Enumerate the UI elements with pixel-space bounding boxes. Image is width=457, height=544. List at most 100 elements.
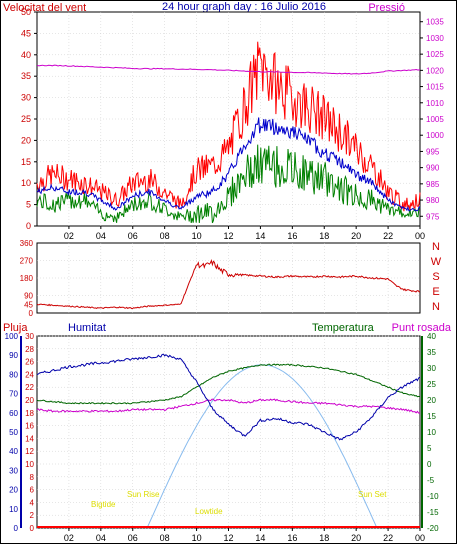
rain-y-tick-label: 4 <box>30 498 35 507</box>
wind-x-tick-label: 04 <box>96 231 106 241</box>
temperature-y-tick-label: -10 <box>427 492 439 501</box>
temperature-y-tick-label: 25 <box>427 380 436 389</box>
wind-x-tick-label: 14 <box>255 231 265 241</box>
humidity-x-tick-label: 10 <box>192 533 202 543</box>
wind-x-tick-label: 06 <box>128 231 138 241</box>
compass-label: S <box>432 271 439 283</box>
dewpoint-label: Punt rosada <box>392 322 452 334</box>
direction-y-tick-label: 45 <box>24 300 33 309</box>
temperature-y-tick-label: 10 <box>427 428 436 437</box>
direction-y-tick-label: 180 <box>20 274 34 283</box>
wind-gust-line <box>36 41 421 212</box>
humidity-label: Humitat <box>68 322 106 334</box>
wind-x-tick-label: 18 <box>319 231 329 241</box>
pressure-y-tick-label: 1005 <box>426 115 444 124</box>
humidity-y-tick-label: 100 <box>5 332 19 341</box>
temperature-y-tick-label: 20 <box>427 396 436 405</box>
humidity-x-tick-label: 06 <box>128 533 138 543</box>
pressure-y-tick-label: 1000 <box>426 131 444 140</box>
rain-y-tick-label: 12 <box>25 447 34 456</box>
humidity-x-tick-label: 22 <box>383 533 393 543</box>
wind-y-tick-label: 0 <box>26 221 31 231</box>
rain-y-tick-label: 2 <box>30 511 35 520</box>
pressure-y-tick-label: 990 <box>426 164 440 173</box>
rain-y-tick-label: 18 <box>25 409 34 418</box>
temperature-y-tick-label: 15 <box>427 412 436 421</box>
temperature-label: Temperatura <box>312 322 375 334</box>
pressure-line <box>36 64 421 75</box>
humidity-x-tick-label: 20 <box>351 533 361 543</box>
rain-y-tick-label: 8 <box>30 473 35 482</box>
direction-grid <box>37 243 420 313</box>
humidity-y-tick-label: 70 <box>9 390 18 399</box>
wind-x-tick-label: 02 <box>64 231 74 241</box>
wind-y-tick-label: 45 <box>21 28 31 38</box>
pressure-label: Pressió <box>368 2 405 14</box>
pressure-y-tick-label: 1020 <box>426 66 444 75</box>
wind-y-tick-label: 50 <box>21 7 31 17</box>
wind-x-ticks: 02 04 06 08 10 12 14 16 18 20 22 00 <box>64 226 425 241</box>
wind-x-tick-label: 22 <box>383 231 393 241</box>
sunrise-label: Sun Rise <box>127 490 160 499</box>
humidity-y-tick-label: 20 <box>9 486 18 495</box>
humidity-x-tick-label: 16 <box>287 533 297 543</box>
pressure-y-ticks: 975 980 985 990 995 1000 1005 1010 1015 1020 1025 1… <box>420 18 444 221</box>
temperature-y-tick-label: 5 <box>427 444 432 453</box>
wind-x-tick-label: 10 <box>192 231 202 241</box>
pressure-y-tick-label: 985 <box>426 180 440 189</box>
wind-average-line <box>36 117 421 212</box>
humidity-y-tick-label: 90 <box>9 351 18 360</box>
compass-label: N <box>432 301 440 313</box>
pressure-y-tick-label: 995 <box>426 147 440 156</box>
wind-y-tick-label: 15 <box>21 157 31 167</box>
humidity-y-tick-label: 60 <box>9 409 18 418</box>
humidity-series <box>36 353 421 529</box>
compass-label: N <box>432 241 440 253</box>
wind-y-tick-label: 25 <box>21 114 31 124</box>
humidity-x-tick-label: 04 <box>96 533 106 543</box>
wind-x-tick-label: 12 <box>223 231 233 241</box>
humidity-y-ticks: 0 10 20 30 40 50 60 70 80 90 100 <box>5 332 22 533</box>
chart-title: 24 hour graph day : 16 Julio 2016 <box>162 1 326 13</box>
humidity-y-tick-label: 80 <box>9 370 18 379</box>
humidity-x-tick-label: 18 <box>319 533 329 543</box>
compass-label: W <box>431 256 442 268</box>
wind-y-tick-label: 35 <box>21 71 31 81</box>
compass-label: E <box>432 286 439 298</box>
wind-x-tick-label: 00 <box>415 231 425 241</box>
humidity-y-tick-label: 0 <box>14 524 19 533</box>
humidity-x-tick-label: 08 <box>160 533 170 543</box>
rain-y-tick-label: 28 <box>25 345 34 354</box>
rain-y-tick-label: 22 <box>25 383 34 392</box>
rain-y-tick-label: 26 <box>25 358 34 367</box>
wind-y-tick-label: 30 <box>21 93 31 103</box>
wind-y-tick-label: 20 <box>21 135 31 145</box>
wind-grid <box>37 12 420 226</box>
dewpoint-line <box>36 398 421 414</box>
wind-x-tick-label: 16 <box>287 231 297 241</box>
temperature-y-tick-label: 0 <box>427 460 432 469</box>
pressure-y-tick-label: 975 <box>426 212 440 221</box>
temperature-y-tick-label: 30 <box>427 364 436 373</box>
humidity-x-tick-label: 00 <box>415 533 425 543</box>
humidity-x-ticks: 02 04 06 08 10 12 14 16 18 20 22 00 <box>64 528 425 543</box>
rain-y-tick-label: 30 <box>25 332 34 341</box>
temperature-y-tick-label: -5 <box>427 476 435 485</box>
direction-series <box>36 259 421 310</box>
pressure-y-tick-label: 1035 <box>426 18 444 27</box>
wind-speed-label: Velocitat del vent <box>3 2 86 14</box>
rain-y-tick-label: 6 <box>30 486 35 495</box>
rain-y-tick-label: 24 <box>25 370 34 379</box>
wind-low-line <box>36 144 421 224</box>
wind-y-tick-label: 5 <box>26 200 31 210</box>
wind-x-tick-label: 08 <box>160 231 170 241</box>
rain-y-tick-label: 16 <box>25 422 34 431</box>
temperature-y-ticks: -20 -15 -10 -5 0 5 10 15 20 25 30 35 40 <box>421 332 439 533</box>
direction-y-tick-label: 0 <box>29 309 34 318</box>
direction-line <box>36 259 421 310</box>
humidity-y-tick-label: 50 <box>9 428 18 437</box>
